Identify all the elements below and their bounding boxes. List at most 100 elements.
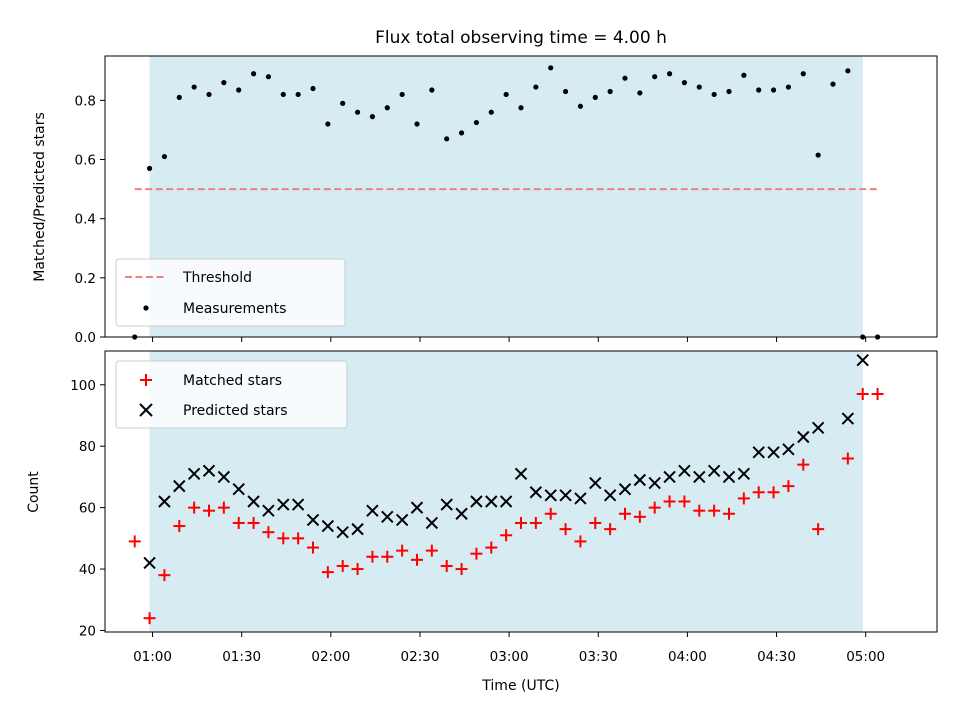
measurement-point <box>161 153 168 160</box>
matched-stars-point <box>752 486 765 499</box>
measurement-point <box>399 91 405 98</box>
predicted-stars-point <box>811 421 825 434</box>
matched-stars-point <box>173 520 186 533</box>
predicted-stars-point <box>158 495 171 508</box>
matched-stars-point <box>440 559 453 572</box>
x-tick-label: 01:00 <box>133 649 172 665</box>
measurement-point <box>503 91 509 98</box>
measurement-point <box>830 81 836 87</box>
measurement-point <box>340 100 346 106</box>
measurement-point <box>785 84 792 90</box>
legend-predicted-label: Predicted stars <box>183 403 288 419</box>
measurement-point <box>800 71 806 77</box>
matched-stars-point <box>574 535 587 548</box>
predicted-stars-point <box>291 498 305 511</box>
matched-stars-point <box>158 569 171 582</box>
predicted-stars-point <box>410 501 424 514</box>
matched-stars-point <box>633 510 646 523</box>
matched-stars-point <box>143 612 156 625</box>
predicted-stars-point <box>693 470 706 484</box>
legend-predicted-swatch <box>139 403 153 417</box>
matched-stars-point <box>708 504 721 517</box>
measurement-point <box>414 121 420 127</box>
predicted-stars-point <box>381 510 394 524</box>
predicted-stars-point <box>336 525 349 539</box>
matched-stars-point <box>648 501 661 514</box>
predicted-stars-point <box>514 467 528 481</box>
measurement-point <box>488 109 494 115</box>
x-tick-label: 02:30 <box>401 649 440 665</box>
matched-stars-point <box>396 544 409 557</box>
top-panel: 0.00.20.40.60.8 Matched/Predicted stars … <box>32 55 938 346</box>
measurement-point <box>354 109 361 115</box>
predicted-stars-point <box>663 470 676 484</box>
measurement-point <box>577 103 584 109</box>
matched-stars-point <box>767 486 780 499</box>
measurement-point <box>770 87 777 93</box>
matched-stars-point <box>871 387 884 400</box>
matched-stars-point <box>247 516 260 529</box>
predicted-stars-point <box>589 476 602 490</box>
measurement-point <box>429 87 435 93</box>
measurement-point <box>473 119 480 126</box>
y-tick-label: 0.4 <box>75 212 96 228</box>
predicted-stars-point <box>841 412 855 425</box>
x-tick-label: 04:30 <box>757 649 796 665</box>
measurement-point <box>518 105 524 111</box>
predicted-stars-point <box>187 467 201 481</box>
matched-stars-point <box>604 523 617 536</box>
predicted-stars-point <box>173 479 186 493</box>
measurement-point <box>325 121 331 127</box>
measurement-point <box>280 91 286 98</box>
matched-stars-point <box>188 501 201 514</box>
measurement-point <box>221 80 227 86</box>
predicted-stars-point <box>425 516 439 530</box>
predicted-stars-points <box>143 354 869 570</box>
measurement-point <box>310 85 316 92</box>
top-x-axis-ticks <box>152 337 867 342</box>
matched-stars-point <box>232 516 245 529</box>
x-tick-label: 01:30 <box>222 649 261 665</box>
matched-stars-point <box>619 507 631 520</box>
matched-stars-point <box>203 504 215 517</box>
matched-stars-point <box>856 387 869 400</box>
predicted-stars-point <box>455 507 468 520</box>
matched-stars-point <box>455 563 468 576</box>
measurement-point <box>607 88 613 95</box>
chart-title: Flux total observing time = 4.00 h <box>375 28 667 48</box>
predicted-stars-point <box>707 464 721 477</box>
matched-stars-point <box>381 550 394 563</box>
measurement-point <box>711 91 717 98</box>
top-y-axis: 0.0 0.2 0.4 0.6 0.8 <box>75 93 105 346</box>
matched-stars-point <box>277 532 290 545</box>
top-legend: Threshold Measurements <box>115 258 346 327</box>
predicted-stars-point <box>559 489 572 502</box>
measurement-point <box>548 65 554 71</box>
predicted-stars-point <box>574 492 587 505</box>
y-tick-label: 20 <box>79 623 96 639</box>
matched-stars-point <box>693 504 706 517</box>
legend-measurements-label: Measurements <box>183 301 286 317</box>
predicted-stars-point <box>277 498 290 511</box>
predicted-stars-point <box>351 522 364 536</box>
bottom-legend: Matched stars Predicted stars <box>115 360 348 429</box>
measurement-point <box>533 84 539 90</box>
predicted-stars-point <box>648 476 661 490</box>
measurement-point <box>741 72 747 78</box>
y-tick-label: 0.8 <box>75 93 96 109</box>
bottom-y-axis-label: Count <box>26 471 42 513</box>
matched-stars-point <box>589 516 602 529</box>
measurement-point <box>250 71 257 77</box>
predicted-stars-point <box>529 486 543 499</box>
predicted-stars-point <box>797 430 810 444</box>
matched-stars-point <box>425 544 438 557</box>
matched-stars-point <box>812 523 825 536</box>
bottom-panel-frame <box>104 350 938 633</box>
measurement-point <box>265 74 272 80</box>
matched-stars-point <box>321 566 334 579</box>
x-tick-label: 05:00 <box>846 649 885 665</box>
x-axis-label: Time (UTC) <box>481 678 559 694</box>
matched-stars-point <box>485 541 498 554</box>
measurement-point <box>206 91 212 98</box>
measurement-point <box>295 91 301 98</box>
